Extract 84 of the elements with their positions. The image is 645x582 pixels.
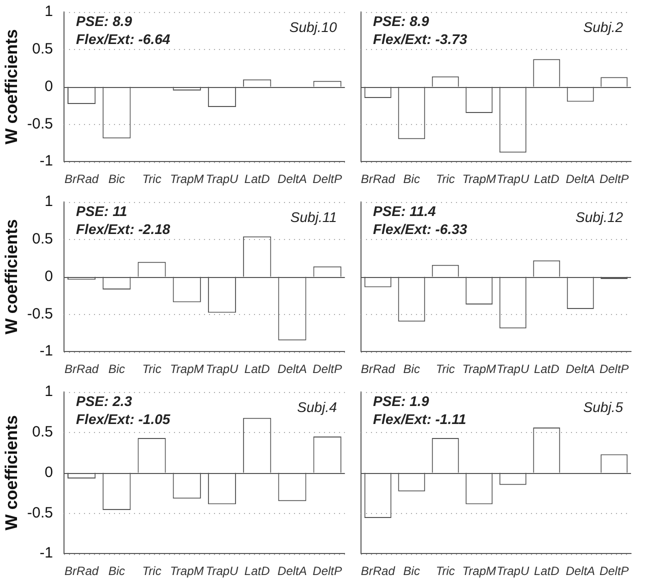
x-tick-label: Bic — [108, 172, 125, 186]
annotation: Flex/Ext: -1.11 — [373, 410, 466, 427]
x-tick-label: TrapM — [462, 362, 496, 376]
x-tick-label: TrapM — [170, 564, 204, 578]
x-tick-label: BrRad — [360, 362, 396, 376]
y-tick-label: 0.5 — [32, 424, 53, 441]
x-tick-label: DeltP — [599, 172, 629, 186]
annotation: Subj.4 — [297, 398, 338, 415]
x-tick-label: Tric — [142, 172, 162, 186]
x-tick-label: Bic — [403, 172, 420, 186]
y-tick-label: -0.5 — [27, 115, 53, 132]
x-tick-label: DeltA — [566, 564, 596, 578]
x-tick-label: Tric — [142, 362, 162, 376]
annotation: Flex/Ext: -1.05 — [76, 410, 170, 427]
y-tick-label: 1 — [44, 383, 53, 400]
x-tick-label: LatD — [534, 564, 560, 578]
x-tick-label: DeltA — [278, 564, 307, 578]
y-tick-label: -0.5 — [27, 504, 53, 522]
x-tick-label: DeltP — [312, 172, 342, 186]
y-tick-label: -0.5 — [27, 305, 53, 322]
y-tick-label: 0 — [44, 464, 53, 481]
x-tick-label: DeltA — [566, 172, 596, 186]
x-tick-label: TrapU — [496, 172, 530, 186]
annotation: PSE: 8.9 — [373, 12, 430, 29]
y-axis-title: W coefficients — [2, 219, 21, 334]
x-tick-label: TrapU — [206, 362, 239, 376]
x-tick-label: TrapU — [496, 362, 530, 376]
y-tick-label: 0.5 — [32, 230, 53, 248]
x-tick-label: Tric — [436, 564, 455, 578]
annotation: PSE: 1.9 — [373, 392, 430, 409]
x-tick-label: LatD — [534, 172, 560, 186]
x-tick-label: BrRad — [64, 362, 99, 376]
x-tick-label: DeltP — [312, 362, 342, 376]
annotation: PSE: 8.9 — [76, 12, 132, 29]
x-tick-label: LatD — [244, 172, 270, 186]
y-tick-label: 1 — [44, 193, 53, 210]
annotation: Flex/Ext: -3.73 — [373, 30, 468, 47]
annotation: Subj.2 — [583, 18, 624, 35]
x-tick-label: DeltA — [278, 172, 307, 186]
x-tick-label: TrapM — [462, 172, 496, 186]
annotation: Flex/Ext: -2.18 — [76, 220, 170, 237]
y-tick-label: -1 — [40, 544, 53, 562]
x-tick-label: Tric — [142, 564, 162, 578]
x-tick-label: BrRad — [64, 564, 99, 578]
annotation: Flex/Ext: -6.64 — [76, 30, 170, 47]
annotation: PSE: 11 — [76, 202, 128, 219]
x-tick-label: Bic — [108, 564, 125, 578]
x-tick-label: LatD — [244, 362, 270, 376]
x-tick-label: Tric — [436, 172, 455, 186]
annotation: Subj.10 — [289, 18, 338, 35]
x-tick-label: DeltA — [566, 362, 596, 376]
y-tick-label: -1 — [40, 152, 53, 170]
y-tick-label: 0.5 — [32, 40, 53, 58]
x-tick-label: BrRad — [64, 172, 99, 186]
annotation: PSE: 2.3 — [76, 392, 132, 409]
x-tick-label: DeltA — [278, 362, 307, 376]
y-tick-label: -1 — [40, 342, 53, 360]
y-tick-label: 1 — [44, 3, 53, 20]
x-tick-label: DeltP — [599, 362, 629, 376]
y-axis-title: W coefficients — [2, 415, 21, 530]
x-tick-label: LatD — [244, 564, 270, 578]
x-tick-label: DeltP — [312, 564, 342, 578]
x-tick-label: Bic — [403, 362, 420, 376]
annotation: Subj.5 — [583, 398, 624, 415]
x-tick-label: TrapM — [462, 564, 496, 578]
y-tick-label: 0 — [44, 268, 53, 285]
x-tick-label: TrapU — [496, 564, 530, 578]
x-tick-label: DeltP — [599, 564, 629, 578]
x-tick-label: Bic — [108, 362, 125, 376]
x-tick-label: BrRad — [360, 172, 396, 186]
annotation: Subj.12 — [576, 208, 624, 225]
annotation: Flex/Ext: -6.33 — [373, 220, 468, 237]
annotation: PSE: 11.4 — [373, 202, 436, 219]
x-tick-label: Tric — [436, 362, 455, 376]
y-tick-label: 0 — [44, 78, 53, 95]
x-tick-label: TrapU — [206, 564, 239, 578]
y-axis-title: W coefficients — [2, 29, 21, 144]
x-tick-label: LatD — [534, 362, 560, 376]
x-tick-label: TrapU — [206, 172, 239, 186]
x-tick-label: TrapM — [170, 362, 204, 376]
x-tick-label: TrapM — [170, 172, 204, 186]
x-tick-label: BrRad — [360, 564, 396, 578]
annotation: Subj.11 — [290, 208, 337, 225]
x-tick-label: Bic — [403, 564, 420, 578]
